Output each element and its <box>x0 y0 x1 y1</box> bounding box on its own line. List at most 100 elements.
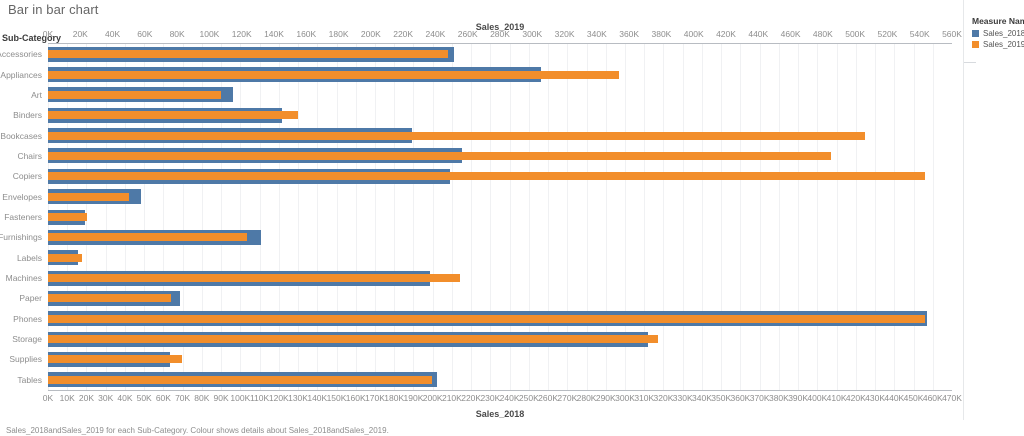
y-axis-category-label[interactable]: Furnishings <box>0 232 42 243</box>
axis-tick-label: 410K <box>826 393 847 403</box>
bar-sales-2019[interactable] <box>48 111 299 120</box>
bar-sales-2019[interactable] <box>48 355 182 364</box>
y-axis-category-label[interactable]: Art <box>31 89 42 100</box>
axis-tick-label: 30K <box>98 393 114 403</box>
bar-sales-2019[interactable] <box>48 274 460 283</box>
gridline <box>529 44 530 390</box>
bar-sales-2019[interactable] <box>48 70 620 79</box>
axis-tick-label: 440K <box>748 29 769 39</box>
axis-tick-label: 140K <box>307 393 328 403</box>
y-axis-category-label[interactable]: Binders <box>13 110 42 121</box>
gridline <box>413 44 414 390</box>
axis-tick-label: 0K <box>42 29 54 39</box>
axis-tick-label: 460K <box>780 29 801 39</box>
axis-title-bottom: Sales_2018 <box>475 409 525 419</box>
axis-tick-label: 180K <box>384 393 405 403</box>
axis-tick-label: 50K <box>136 393 152 403</box>
y-axis-category-label[interactable]: Supplies <box>9 354 42 365</box>
bar-sales-2019[interactable] <box>48 294 171 303</box>
gridline <box>740 44 741 390</box>
bar-sales-2019[interactable] <box>48 335 659 344</box>
legend-item[interactable]: Sales_2019 <box>972 40 1024 49</box>
axis-tick-label: 60K <box>137 29 153 39</box>
axis-tick-label: 360K <box>619 29 640 39</box>
gridline <box>471 44 472 390</box>
gridline <box>914 44 915 390</box>
axis-tick-label: 440K <box>884 393 905 403</box>
gridline <box>567 44 568 390</box>
y-axis-category-label[interactable]: Bookcases <box>0 130 42 141</box>
axis-tick-label: 340K <box>692 393 712 403</box>
bar-sales-2019[interactable] <box>48 131 865 140</box>
y-axis-category-label[interactable]: Copiers <box>12 171 42 182</box>
axis-tick-label: 20K <box>72 29 88 39</box>
gridline <box>317 44 318 390</box>
gridline <box>106 44 107 390</box>
axis-tick-label: 220K <box>393 29 414 39</box>
y-axis-category-label[interactable]: Fasteners <box>4 212 42 222</box>
y-axis-category-label[interactable]: Machines <box>5 273 42 284</box>
axis-tick-label: 100K <box>199 29 220 39</box>
bar-sales-2019[interactable] <box>48 314 925 323</box>
axis-tick-label: 400K <box>807 393 828 403</box>
legend-swatch-icon <box>972 30 979 37</box>
axis-tick-label: 90K <box>213 393 229 403</box>
viz-caption: Sales_2018andSales_2019 for each Sub-Cat… <box>6 426 389 435</box>
gridline <box>856 44 857 390</box>
bar-sales-2019[interactable] <box>48 172 925 181</box>
gridline <box>510 44 511 390</box>
axis-ticks-bottom[interactable]: 0K 10K 20K 30K 40K 50K 60K 70K 80K 90K 100K 110K 120… <box>43 390 962 408</box>
bar-sales-2019[interactable] <box>48 213 87 221</box>
gridline <box>144 44 145 390</box>
bar-sales-2019[interactable] <box>48 151 831 160</box>
legend-items: Sales_2018 Sales_2019 <box>972 29 1024 49</box>
y-axis-category-label[interactable]: Phones <box>13 313 42 324</box>
bar-sales-2019[interactable] <box>48 375 433 384</box>
bar-sales-2019[interactable] <box>48 233 247 242</box>
y-axis-category-label[interactable]: Tables <box>17 374 42 385</box>
legend-rule <box>964 62 976 63</box>
bar-sales-2019[interactable] <box>48 192 129 201</box>
legend: Measure Names Sales_2018 Sales_2019 <box>964 16 1024 63</box>
gridline <box>548 44 549 390</box>
y-axis-category-label[interactable]: Storage <box>12 334 42 345</box>
legend-divider <box>963 0 964 420</box>
y-axis-category-label[interactable]: Chairs <box>17 150 42 161</box>
axis-tick-label: 220K <box>461 393 482 403</box>
axis-tick-label: 160K <box>345 393 366 403</box>
y-axis-labels[interactable]: Accessories Appliances Art Binders Bookcases… <box>0 44 46 390</box>
axis-tick-label: 380K <box>768 393 789 403</box>
gridline <box>683 44 684 390</box>
y-axis-category-label[interactable]: Envelopes <box>2 191 42 202</box>
axis-tick-label: 200K <box>360 29 381 39</box>
axis-tick-label: 300K <box>615 393 635 403</box>
gridline <box>298 44 299 390</box>
gridline <box>260 44 261 390</box>
axis-tick-label: 150K <box>326 393 347 403</box>
y-axis-category-label[interactable]: Paper <box>19 293 42 304</box>
axis-tick-label: 320K <box>653 393 674 403</box>
axis-tick-label: 60K <box>155 393 171 403</box>
axis-tick-label: 470K <box>942 393 962 403</box>
axis-tick-label: 140K <box>264 29 284 39</box>
legend-item[interactable]: Sales_2018 <box>972 29 1024 38</box>
axis-tick-label: 540K <box>909 29 930 39</box>
y-axis-category-label[interactable]: Appliances <box>0 69 42 80</box>
bar-sales-2019[interactable] <box>48 50 449 59</box>
axis-ticks-top[interactable]: 0K 20K 40K 60K 80K 100K 120K 140K 160K 180K 200K 22… <box>43 26 962 44</box>
axis-tick-label: 240K <box>499 393 520 403</box>
gridline <box>394 44 395 390</box>
axis-tick-label: 180K <box>328 29 349 39</box>
axis-tick-label: 310K <box>634 393 655 403</box>
y-axis-header: Sub-Category <box>2 33 62 43</box>
bar-sales-2019[interactable] <box>48 90 221 99</box>
y-axis-category-label[interactable]: Labels <box>16 252 42 263</box>
axis-title-top: Sales_2019 <box>475 22 525 32</box>
axis-tick-label: 400K <box>683 29 704 39</box>
y-axis-category-label[interactable]: Accessories <box>0 49 42 60</box>
gridline <box>798 44 799 390</box>
gridline <box>894 44 895 390</box>
axis-tick-label: 330K <box>672 393 693 403</box>
bar-sales-2019[interactable] <box>48 253 82 262</box>
gridline <box>625 44 626 390</box>
